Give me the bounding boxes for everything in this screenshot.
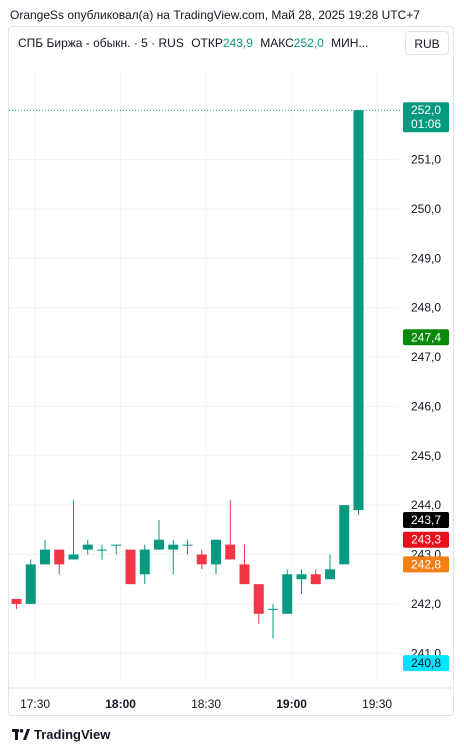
price-label-text: 243,7 — [411, 513, 441, 527]
candle-body[interactable] — [68, 554, 79, 560]
price-label-box — [403, 329, 449, 346]
price-label-box — [403, 511, 449, 528]
x-tick-label: 19:30 — [362, 697, 392, 711]
x-tick-label: 18:30 — [191, 697, 221, 711]
candle-body[interactable] — [325, 569, 335, 580]
price-label-text: 252,0 — [411, 103, 441, 117]
publisher-line: OrangeSs опубликовал(а) на TradingView.c… — [10, 8, 420, 22]
chart-frame — [8, 26, 454, 716]
legend-symbol[interactable]: СПБ Биржа - обыкн. · 5 · RUS — [18, 36, 184, 50]
x-tick-label: 18:00 — [105, 697, 136, 711]
candle-body[interactable] — [182, 544, 193, 546]
candle-body[interactable] — [253, 584, 264, 614]
candle-body[interactable] — [54, 549, 65, 565]
price-label-text: 243,3 — [411, 533, 441, 547]
price-label-text: 247,4 — [411, 330, 441, 344]
candle-body[interactable] — [239, 564, 250, 585]
y-tick-label: 248,0 — [411, 301, 441, 315]
y-tick-label: 247,0 — [411, 350, 441, 364]
y-tick-label: 245,0 — [411, 449, 441, 463]
candle-body[interactable] — [196, 554, 207, 565]
candle-body[interactable] — [111, 544, 122, 546]
candle-body[interactable] — [225, 544, 236, 560]
candle-body[interactable] — [353, 110, 364, 511]
candle-body[interactable] — [82, 544, 93, 550]
price-label-box — [403, 102, 449, 133]
symbol-legend: СПБ Биржа - обыкн. · 5 · RUS ОТКР243,9 М… — [18, 36, 368, 50]
footer-logo[interactable]: TradingView — [12, 727, 110, 742]
footer-logo-text: TradingView — [34, 727, 111, 742]
tradingview-logo-icon — [12, 729, 30, 740]
y-tick-label: 249,0 — [411, 251, 441, 265]
candle-body[interactable] — [125, 549, 136, 585]
legend-low-label: МИН... — [331, 36, 369, 50]
legend-open-value: 243,9 — [222, 36, 253, 50]
candle-body[interactable] — [296, 574, 307, 580]
price-label-countdown: 01:06 — [411, 117, 441, 131]
legend-high-value: 252,0 — [293, 36, 324, 50]
currency-button[interactable]: RUB — [405, 31, 449, 55]
candle-body[interactable] — [139, 549, 150, 575]
candle-body[interactable] — [25, 564, 36, 604]
price-label-box — [403, 531, 449, 548]
x-tick-label: 17:30 — [20, 697, 50, 711]
candle-body[interactable] — [268, 608, 278, 610]
y-tick-label: 244,0 — [411, 498, 441, 512]
legend-open-label: ОТКР — [191, 36, 223, 50]
candle-body[interactable] — [11, 598, 22, 604]
y-tick-label: 251,0 — [411, 153, 441, 167]
price-label-text: 242,8 — [411, 557, 441, 571]
candle-body[interactable] — [310, 574, 321, 585]
y-tick-label: 242,0 — [411, 597, 441, 611]
legend-high-label: МАКС — [260, 36, 294, 50]
y-tick-label: 246,0 — [411, 399, 441, 413]
candle-body[interactable] — [168, 544, 179, 550]
candle-body[interactable] — [282, 574, 293, 614]
candle-body[interactable] — [339, 505, 350, 565]
y-tick-label: 250,0 — [411, 202, 441, 216]
price-label-box — [403, 556, 449, 573]
candle-body[interactable] — [97, 549, 107, 551]
price-label-text: 240,8 — [411, 656, 441, 670]
x-tick-label: 19:00 — [276, 697, 307, 711]
price-label-box — [403, 655, 449, 672]
candle-body[interactable] — [154, 539, 164, 550]
candle-body[interactable] — [40, 549, 50, 565]
candle-body[interactable] — [211, 539, 221, 565]
